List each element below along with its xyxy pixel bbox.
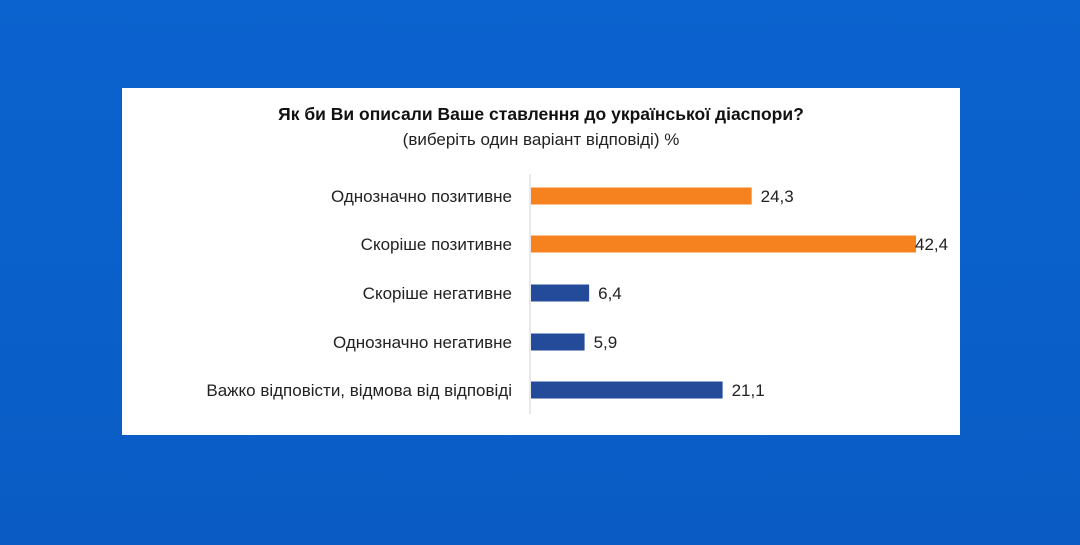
category-label: Важко відповісти, відмова від відповіді (206, 381, 512, 400)
category-label: Скоріше негативне (363, 284, 512, 303)
bar (531, 284, 590, 302)
category-label: Однозначно позитивне (331, 187, 512, 206)
value-label: 24,3 (761, 187, 794, 206)
category-label: Однозначно негативне (333, 333, 512, 352)
value-label: 21,1 (732, 381, 765, 400)
value-label: 5,9 (594, 333, 618, 352)
bar (531, 187, 752, 205)
bar (531, 381, 723, 399)
value-label: 42,4 (915, 235, 948, 254)
chart-title: Як би Ви описали Ваше ставлення до украї… (278, 104, 804, 124)
bar-chart: Як би Ви описали Ваше ставлення до украї… (206, 104, 948, 414)
chart-subtitle: (виберіть один варіант відповіді) % (403, 130, 680, 149)
value-label: 6,4 (598, 284, 622, 303)
bar (531, 235, 916, 253)
chart-panel: Як би Ви описали Ваше ставлення до украї… (122, 88, 960, 435)
category-label: Скоріше позитивне (361, 235, 512, 254)
bar (531, 333, 585, 351)
